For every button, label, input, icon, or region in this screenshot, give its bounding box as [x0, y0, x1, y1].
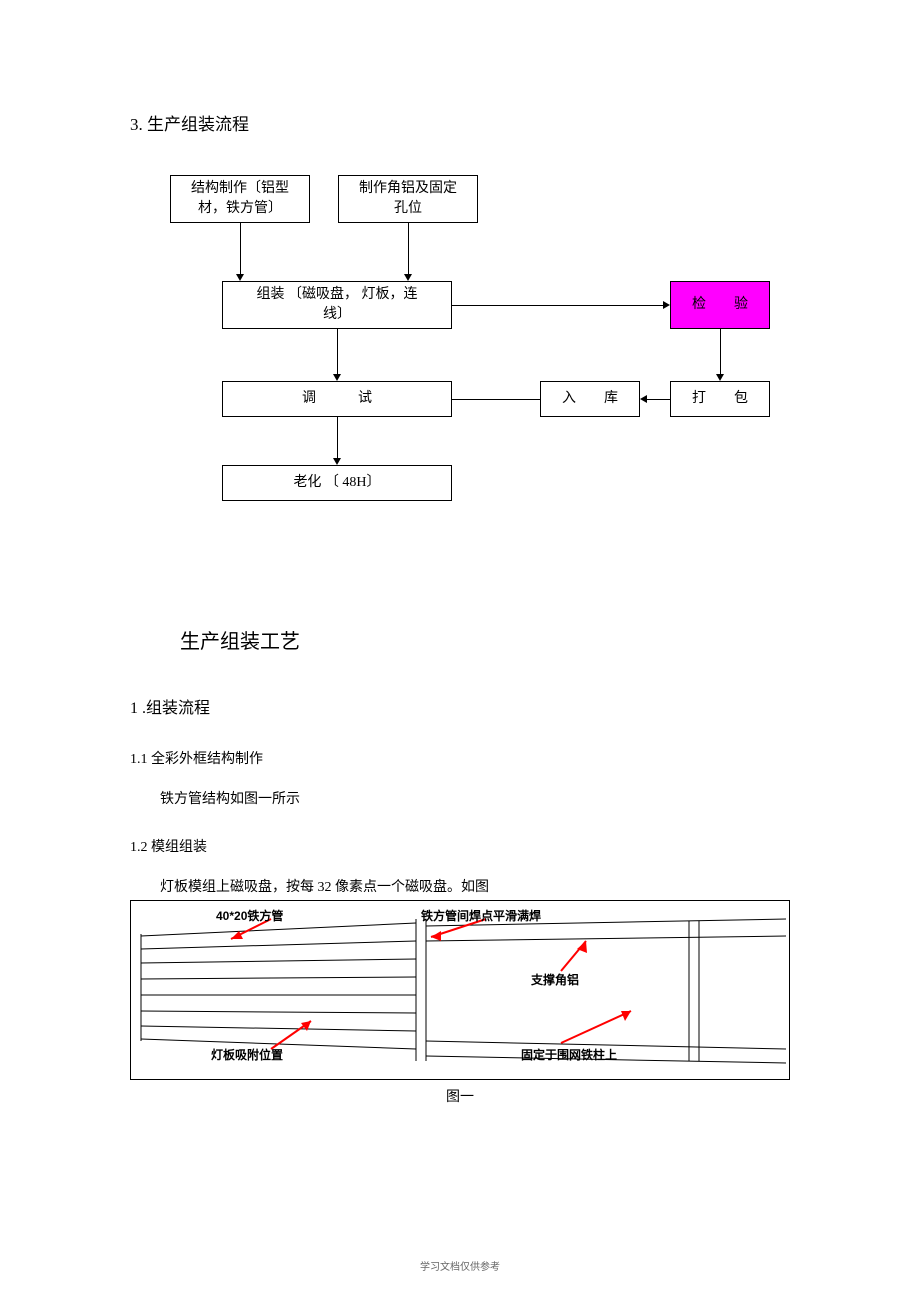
fig-label-lamp: 灯板吸附位置 — [211, 1046, 283, 1063]
figure-caption: 图一 — [130, 1086, 790, 1106]
edge-line — [452, 399, 540, 400]
edge-line — [408, 223, 409, 275]
arrow-head-icon — [333, 374, 341, 381]
arrow-head-icon — [333, 458, 341, 465]
flow-node-corner-alu: 制作角铝及固定 孔位 — [338, 175, 478, 223]
flow-node-label: 孔位 — [394, 199, 422, 219]
figure-one: 40*20铁方管 铁方管间焊点平滑满焊 支撑角铝 固定于围网铁柱上 灯板吸附位置 — [130, 900, 790, 1080]
heading-1: 1 .组装流程 — [130, 694, 790, 718]
flow-node-label: 入 库 — [562, 389, 618, 409]
flow-node-label: 制作角铝及固定 — [359, 179, 457, 199]
flow-node-label: 调 试 — [302, 389, 372, 409]
section-heading: 3. 生产组装流程 — [130, 110, 790, 135]
flow-node-label: 检 验 — [692, 295, 748, 315]
flow-node-label: 老化 〔 48H〕 — [293, 473, 380, 493]
subtitle: 生产组装工艺 — [180, 625, 790, 654]
edge-line — [337, 329, 338, 375]
body-1-2: 灯板模组上磁吸盘，按每 32 像素点一个磁吸盘。如图 — [160, 876, 790, 896]
footer: 学习文档仅供参考 — [0, 1258, 920, 1273]
edge-line — [647, 399, 670, 400]
body-1-1: 铁方管结构如图一所示 — [160, 788, 790, 808]
edge-line — [337, 417, 338, 459]
arrow-head-icon — [404, 274, 412, 281]
edge-line — [240, 223, 241, 275]
flow-node-aging: 老化 〔 48H〕 — [222, 465, 452, 501]
flow-node-inspect: 检 验 — [670, 281, 770, 329]
arrow-head-icon — [663, 301, 670, 309]
flow-node-storage: 入 库 — [540, 381, 640, 417]
fig-label-support: 支撑角铝 — [531, 971, 579, 988]
flow-node-pack: 打 包 — [670, 381, 770, 417]
flow-node-structure: 结构制作〔铝型 材，铁方管〕 — [170, 175, 310, 223]
flow-node-label: 打 包 — [692, 389, 748, 409]
heading-1-1: 1.1 全彩外框结构制作 — [130, 748, 790, 768]
flow-node-label: 组装 〔磁吸盘， 灯板，连 — [257, 285, 418, 305]
edge-line — [720, 329, 721, 375]
arrow-head-icon — [640, 395, 647, 403]
edge-line — [452, 305, 663, 306]
heading-1-2: 1.2 模组组装 — [130, 836, 790, 856]
fig-label-pipe: 40*20铁方管 — [216, 907, 283, 924]
flow-node-label: 材，铁方管〕 — [198, 199, 282, 219]
flowchart: 结构制作〔铝型 材，铁方管〕 制作角铝及固定 孔位 组装 〔磁吸盘， 灯板，连 … — [150, 175, 790, 575]
arrow-head-icon — [716, 374, 724, 381]
fig-label-fix: 固定于围网铁柱上 — [521, 1046, 617, 1063]
fig-label-weld: 铁方管间焊点平滑满焊 — [421, 907, 541, 924]
arrow-head-icon — [236, 274, 244, 281]
flow-node-label: 线〕 — [323, 305, 351, 325]
flow-node-assemble: 组装 〔磁吸盘， 灯板，连 线〕 — [222, 281, 452, 329]
flow-node-debug: 调 试 — [222, 381, 452, 417]
flow-node-label: 结构制作〔铝型 — [191, 179, 289, 199]
